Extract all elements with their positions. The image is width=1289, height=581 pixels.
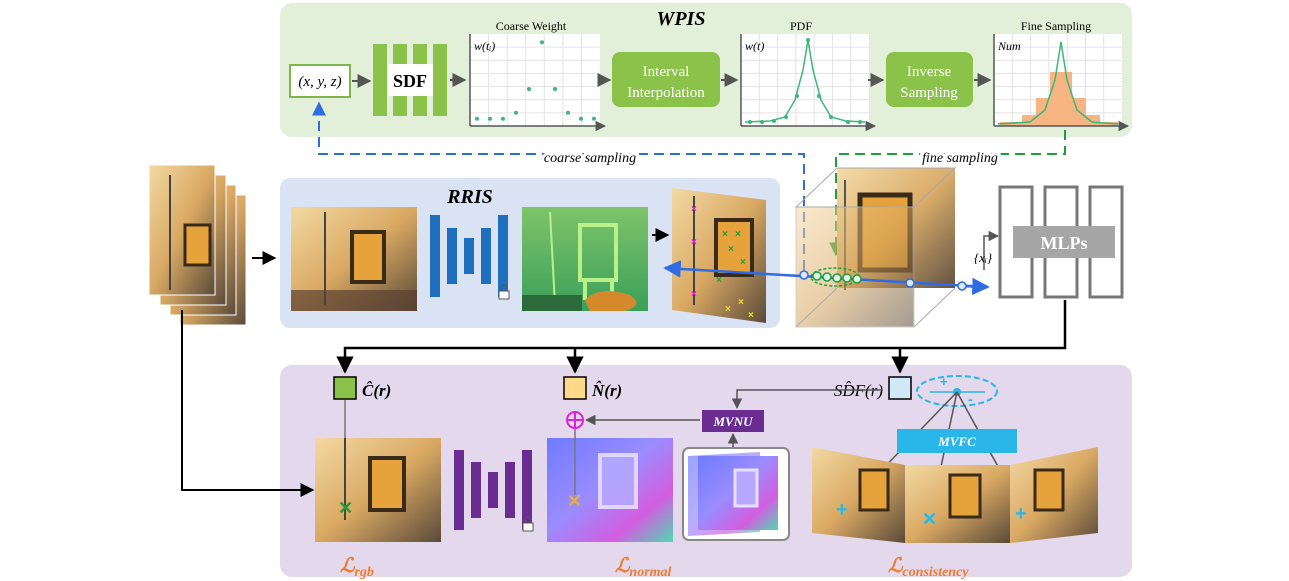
loss-consistency: ℒconsistency <box>888 555 969 580</box>
xyz-input-label: (x, y, z) <box>298 74 341 90</box>
view-marker: + <box>1015 503 1027 525</box>
svg-text:×: × <box>738 297 744 308</box>
rris-title: RRIS <box>446 186 493 208</box>
coarse-weight-point <box>475 116 479 121</box>
arrow-images-rgb <box>181 310 315 497</box>
svg-text:×: × <box>728 244 734 255</box>
n-hat-box <box>563 376 587 400</box>
ray-samples <box>799 270 967 291</box>
pdf-chart: PDF w(t) <box>740 19 877 132</box>
normal-map-image: ✕ <box>547 423 673 542</box>
loss-rgb: ℒrgb <box>340 555 374 580</box>
multi-view-images: + ✕ + <box>812 447 1098 543</box>
sdf-label: SDF <box>393 71 427 91</box>
rgb-cross: ✕ <box>338 498 353 518</box>
coarse-weight-point <box>553 87 557 91</box>
inverse-sampling-box <box>886 52 973 107</box>
input-image-stack <box>148 164 247 326</box>
coarse-weight-chart: Coarse Weight w(tᵢ) <box>469 19 607 132</box>
view-marker: + <box>836 499 848 521</box>
rris-ray-image: ××× × × ×× × ××× <box>672 188 766 323</box>
pdf-title: PDF <box>790 19 812 33</box>
fine-sampling-label: fine sampling <box>922 151 998 166</box>
coarse-weight-point <box>566 110 570 115</box>
c-hat-box <box>333 376 357 400</box>
pdf-ylabel: w(t) <box>745 39 764 53</box>
svg-text:×: × <box>748 310 754 321</box>
coarse-weight-point <box>488 116 492 121</box>
add-icon <box>566 411 584 429</box>
mlp-network: MLPs <box>998 185 1124 299</box>
wpis-title: WPIS <box>657 8 706 30</box>
svg-text:×: × <box>740 257 746 268</box>
interval-label-2: Interpolation <box>627 85 705 101</box>
sdf-zero-level-ellipse <box>916 375 998 407</box>
mlp-label: MLPs <box>1041 233 1088 253</box>
coarse-weight-ylabel: w(tᵢ) <box>474 39 495 53</box>
rgb-image: ✕ <box>315 438 441 542</box>
svg-text:×: × <box>725 304 731 315</box>
c-hat-label: Ĉ(r) <box>362 381 391 400</box>
mlp-output-bus <box>336 300 1067 374</box>
lock-icon <box>498 284 510 300</box>
rris-network <box>430 215 508 297</box>
sdf-network: SDF <box>373 44 447 116</box>
coarse-weight-point <box>592 116 596 121</box>
rris-segmentation <box>522 207 648 311</box>
coarse-weight-title: Coarse Weight <box>496 19 567 33</box>
multi-view-normal-stack <box>682 447 790 541</box>
coarse-weight-point <box>579 116 583 121</box>
coarse-sampling-label: coarse sampling <box>544 151 636 166</box>
mlp-input-label: {xᵢ} <box>974 250 993 265</box>
svg-text:×: × <box>691 237 697 248</box>
coarse-weight-point <box>514 110 518 115</box>
scene-cube <box>794 167 957 328</box>
coarse-weight-point <box>540 40 544 45</box>
mvfc-label: MVFC <box>937 434 976 449</box>
loss-normal: ℒnormal <box>615 555 672 580</box>
mvnu-box <box>702 410 764 432</box>
mlp-input-arrow <box>983 230 1000 270</box>
svg-text:+: + <box>940 374 948 389</box>
normal-cross: ✕ <box>567 491 582 511</box>
fine-sampling-title: Fine Sampling <box>1021 19 1091 33</box>
sdf-to-mvnu <box>731 389 882 410</box>
coarse-weight-point <box>527 87 531 91</box>
inverse-label-2: Sampling <box>900 85 958 101</box>
mvfc-box <box>897 429 1017 453</box>
inverse-label-1: Inverse <box>907 64 951 80</box>
interval-label-1: Interval <box>643 64 690 80</box>
svg-text:×: × <box>691 289 697 300</box>
fine-sampling-ylabel: Num <box>997 39 1021 53</box>
view-marker: ✕ <box>922 509 937 529</box>
interval-interpolation-box <box>612 52 720 107</box>
svg-text:×: × <box>716 275 722 286</box>
svg-text:×: × <box>722 229 728 240</box>
svg-text:×: × <box>735 229 741 240</box>
sdf-hat-box <box>888 376 912 400</box>
normal-network <box>454 450 532 530</box>
coarse-weight-point <box>501 116 505 121</box>
fine-sampling-chart: Fine Sampling Num <box>993 19 1130 132</box>
svg-text:×: × <box>691 204 697 215</box>
rris-input-photo <box>291 207 417 311</box>
mvnu-label: MVNU <box>712 414 753 429</box>
xyz-input-box <box>289 64 351 98</box>
lock-icon <box>522 516 534 532</box>
svg-text:-: - <box>968 391 973 407</box>
n-hat-label: N̂(r) <box>591 381 622 400</box>
